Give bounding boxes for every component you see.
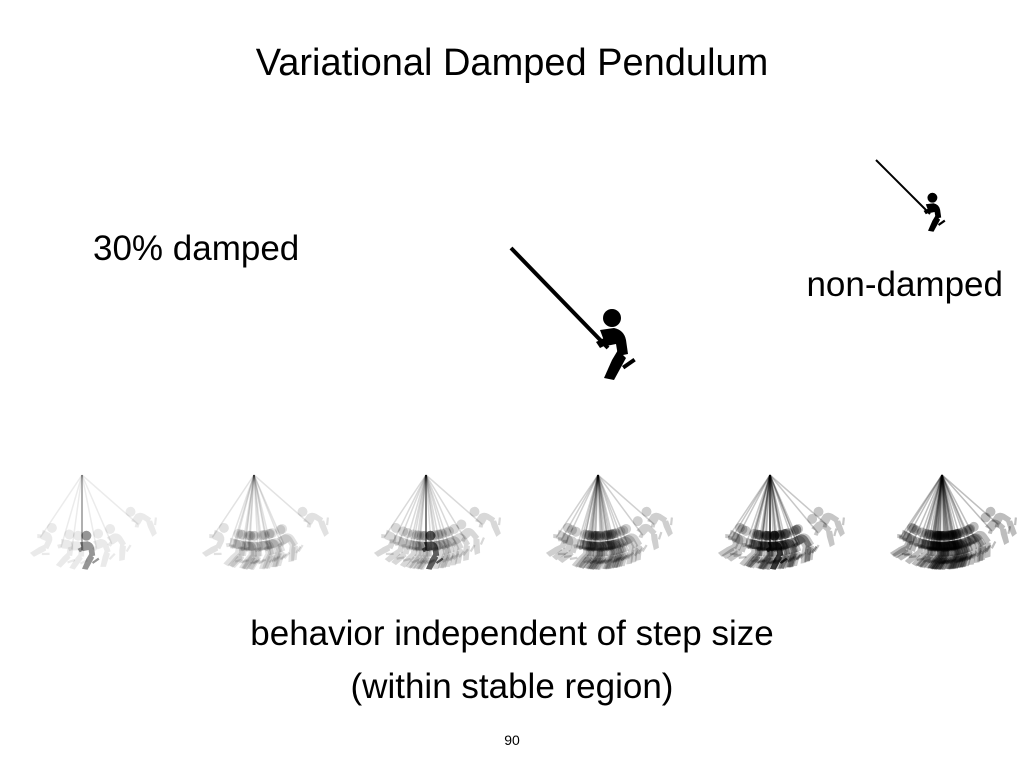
non-damped-label: non-damped (806, 265, 1003, 304)
slide-title: Variational Damped Pendulum (255, 42, 769, 84)
damped-label: 30% damped (93, 229, 300, 268)
page-number: 90 (504, 732, 520, 748)
pendulum-sequence-6 (885, 474, 1024, 572)
caption-line-1: behavior independent of step size (250, 614, 774, 653)
pendulum-sequence-2 (197, 474, 337, 572)
large-pendulum-swing (509, 246, 636, 380)
caption-line-2: (within stable region) (350, 667, 674, 706)
small-pendulum-swing (875, 159, 946, 232)
pendulum-sequence-3 (369, 474, 509, 572)
pendulum-sequence-4 (541, 474, 681, 572)
pendulum-sequence-5 (713, 474, 853, 572)
pendulum-sequence-1 (25, 474, 165, 572)
